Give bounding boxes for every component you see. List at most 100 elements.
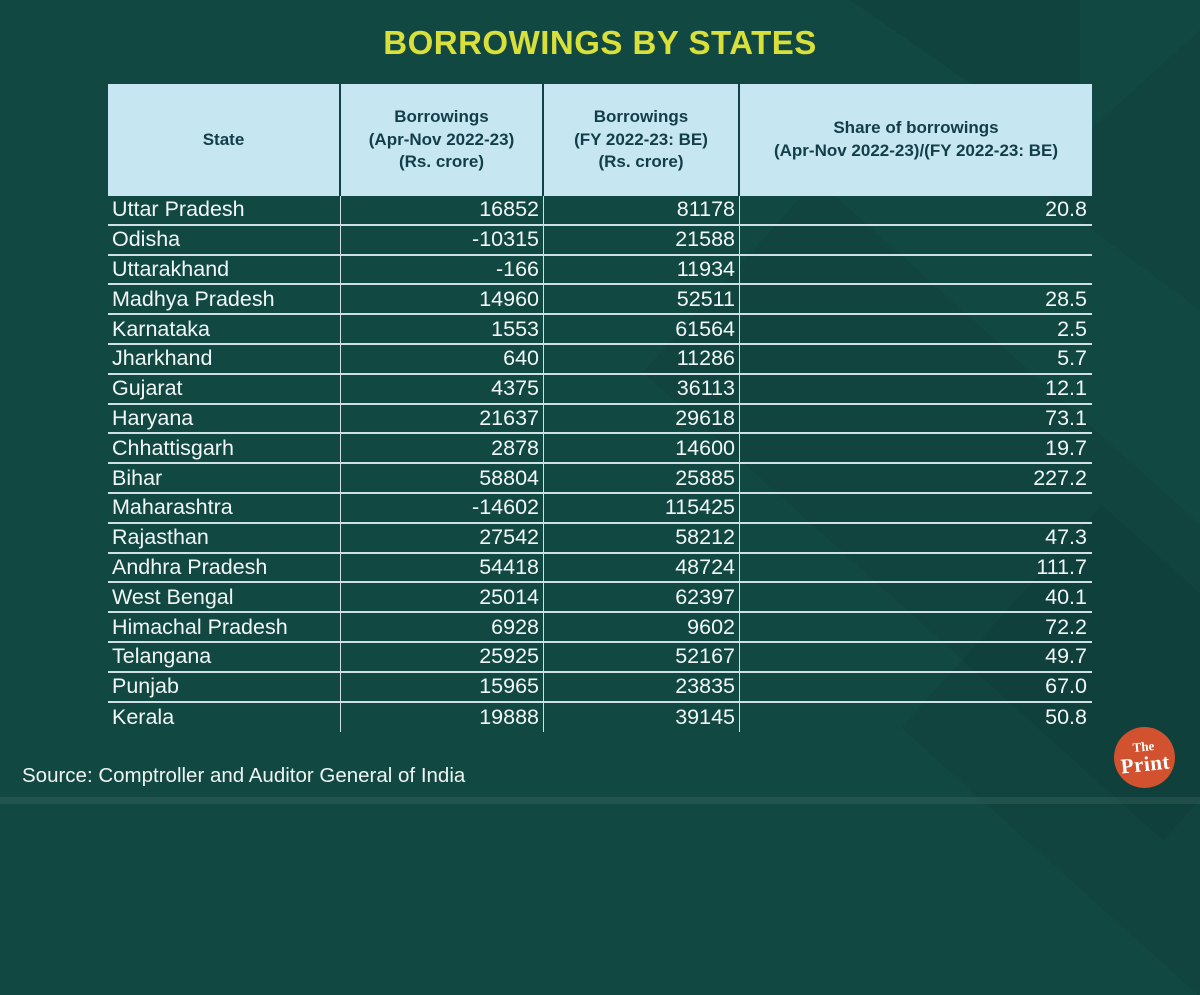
table-row: Gujarat 4375 36113 12.1 bbox=[108, 374, 1092, 405]
share-of-borrowings-value: 28.5 bbox=[1045, 286, 1087, 311]
logo-print: Print bbox=[1119, 749, 1171, 779]
state-name: Uttarakhand bbox=[108, 255, 341, 284]
borrowings-apr-nov-value: 6928 bbox=[341, 613, 544, 641]
borrowings-fy-be-value: 14600 bbox=[544, 434, 740, 463]
borrowings-fy-be-value: 52167 bbox=[544, 642, 740, 671]
share-of-borrowings-value: 20.8 bbox=[1045, 197, 1087, 222]
state-name: Karnataka bbox=[108, 315, 341, 343]
state-name: Bihar bbox=[108, 464, 341, 492]
table-body: Uttar Pradesh 16852 81178 20.8 Odisha -1… bbox=[108, 196, 1092, 733]
share-of-borrowings-value: 227.2 bbox=[1033, 465, 1087, 490]
borrowings-apr-nov-value: 15965 bbox=[341, 672, 544, 701]
state-name: Uttar Pradesh bbox=[108, 196, 341, 224]
share-of-borrowings-value bbox=[740, 256, 1092, 284]
share-of-borrowings-value: 2.5 bbox=[1057, 316, 1087, 341]
table-row: Maharashtra -14602 115425 bbox=[108, 493, 1092, 524]
theprint-logo-text: The Print bbox=[1118, 738, 1171, 779]
borrowings-apr-nov-value: 54418 bbox=[341, 553, 544, 582]
borrowings-apr-nov-value: 19888 bbox=[341, 702, 544, 733]
state-name: Telangana bbox=[108, 642, 341, 671]
borrowings-apr-nov-value: 27542 bbox=[341, 523, 544, 552]
borrowings-apr-nov-value: 4375 bbox=[341, 374, 544, 403]
column-header-borrowings-apr-nov: Borrowings (Apr-Nov 2022-23) (Rs. crore) bbox=[341, 84, 544, 196]
table-row: Telangana 25925 52167 49.7 bbox=[108, 642, 1092, 673]
table-row: Bihar 58804 25885 227.2 bbox=[108, 464, 1092, 494]
share-of-borrowings-value: 5.7 bbox=[1057, 346, 1087, 371]
borrowings-fy-be-value: 11286 bbox=[544, 344, 740, 373]
borrowings-fy-be-value: 62397 bbox=[544, 583, 740, 612]
state-name: Punjab bbox=[108, 672, 341, 701]
table-row: West Bengal 25014 62397 40.1 bbox=[108, 583, 1092, 614]
share-of-borrowings-value: 72.2 bbox=[1045, 614, 1087, 639]
borrowings-fy-be-value: 36113 bbox=[544, 374, 740, 403]
borrowings-apr-nov-value: 640 bbox=[341, 344, 544, 373]
table-row: Jharkhand 640 11286 5.7 bbox=[108, 344, 1092, 375]
table-row: Madhya Pradesh 14960 52511 28.5 bbox=[108, 285, 1092, 316]
state-name: West Bengal bbox=[108, 583, 341, 612]
borrowings-apr-nov-value: 25925 bbox=[341, 642, 544, 671]
column-header-share: Share of borrowings (Apr-Nov 2022-23)/(F… bbox=[773, 118, 1059, 160]
page-background: { "title": "BORROWINGS BY STATES", "sour… bbox=[0, 24, 1200, 804]
borrowings-fy-be-value: 58212 bbox=[544, 523, 740, 552]
borrowings-fy-be-value: 39145 bbox=[544, 702, 740, 733]
borrowings-table: State Borrowings (Apr-Nov 2022-23) (Rs. … bbox=[108, 84, 1092, 733]
borrowings-fy-be-value: 81178 bbox=[544, 196, 740, 224]
borrowings-fy-be-value: 11934 bbox=[544, 255, 740, 284]
share-of-borrowings-value: 40.1 bbox=[1045, 584, 1087, 609]
borrowings-apr-nov-value: 2878 bbox=[341, 434, 544, 463]
share-of-borrowings-value: 111.7 bbox=[1036, 554, 1087, 579]
table-row: Kerala 19888 39145 50.8 bbox=[108, 702, 1092, 733]
borrowings-fy-be-value: 23835 bbox=[544, 672, 740, 701]
borrowings-fy-be-value: 115425 bbox=[544, 493, 740, 522]
share-of-borrowings-value: 67.0 bbox=[1045, 674, 1087, 699]
borrowings-apr-nov-value: -14602 bbox=[341, 493, 544, 522]
share-of-borrowings-value: 73.1 bbox=[1045, 405, 1087, 430]
bottom-accent-strip bbox=[0, 797, 1200, 804]
state-name: Jharkhand bbox=[108, 344, 341, 373]
state-name: Haryana bbox=[108, 404, 341, 433]
table-header: State Borrowings (Apr-Nov 2022-23) (Rs. … bbox=[108, 84, 1092, 196]
table-row: Odisha -10315 21588 bbox=[108, 225, 1092, 256]
state-name: Kerala bbox=[108, 702, 341, 733]
table-row: Punjab 15965 23835 67.0 bbox=[108, 672, 1092, 703]
table-row: Uttarakhand -166 11934 bbox=[108, 255, 1092, 286]
borrowings-fy-be-value: 61564 bbox=[544, 315, 740, 343]
borrowings-fy-be-value: 48724 bbox=[544, 553, 740, 582]
borrowings-fy-be-value: 29618 bbox=[544, 404, 740, 433]
borrowings-fy-be-value: 25885 bbox=[544, 464, 740, 492]
share-of-borrowings-value bbox=[740, 494, 1092, 522]
share-of-borrowings-value: 49.7 bbox=[1045, 644, 1087, 669]
borrowings-apr-nov-value: 14960 bbox=[341, 285, 544, 314]
state-name: Maharashtra bbox=[108, 493, 341, 522]
page-title: BORROWINGS BY STATES bbox=[383, 24, 817, 61]
share-of-borrowings-value: 19.7 bbox=[1045, 435, 1087, 460]
table-row: Rajasthan 27542 58212 47.3 bbox=[108, 523, 1092, 554]
column-header-state: State bbox=[108, 84, 341, 196]
borrowings-apr-nov-value: 16852 bbox=[341, 196, 544, 224]
borrowings-fy-be-value: 52511 bbox=[544, 285, 740, 314]
table-row: Andhra Pradesh 54418 48724 111.7 bbox=[108, 553, 1092, 584]
state-name: Gujarat bbox=[108, 374, 341, 403]
theprint-logo: The Print bbox=[1114, 727, 1175, 788]
table-row: Haryana 21637 29618 73.1 bbox=[108, 404, 1092, 435]
table-row: Himachal Pradesh 6928 9602 72.2 bbox=[108, 613, 1092, 643]
column-header-borrowings-fy-be: Borrowings (FY 2022-23: BE) (Rs. crore) bbox=[544, 84, 740, 196]
table-row: Chhattisgarh 2878 14600 19.7 bbox=[108, 434, 1092, 465]
source-text: Source: Comptroller and Auditor General … bbox=[22, 764, 466, 787]
table-row: Karnataka 1553 61564 2.5 bbox=[108, 315, 1092, 345]
state-name: Chhattisgarh bbox=[108, 434, 341, 463]
borrowings-fy-be-value: 21588 bbox=[544, 225, 740, 254]
borrowings-apr-nov-value: -10315 bbox=[341, 225, 544, 254]
share-of-borrowings-value: 50.8 bbox=[1045, 704, 1087, 729]
share-of-borrowings-value: 12.1 bbox=[1045, 376, 1087, 401]
state-name: Himachal Pradesh bbox=[108, 613, 341, 641]
share-of-borrowings-value: 47.3 bbox=[1045, 525, 1087, 550]
borrowings-apr-nov-value: 21637 bbox=[341, 404, 544, 433]
state-name: Madhya Pradesh bbox=[108, 285, 341, 314]
state-name: Odisha bbox=[108, 225, 341, 254]
share-of-borrowings-value bbox=[740, 226, 1092, 254]
borrowings-apr-nov-value: 58804 bbox=[341, 464, 544, 492]
borrowings-fy-be-value: 9602 bbox=[544, 613, 740, 641]
borrowings-apr-nov-value: 25014 bbox=[341, 583, 544, 612]
state-name: Rajasthan bbox=[108, 523, 341, 552]
